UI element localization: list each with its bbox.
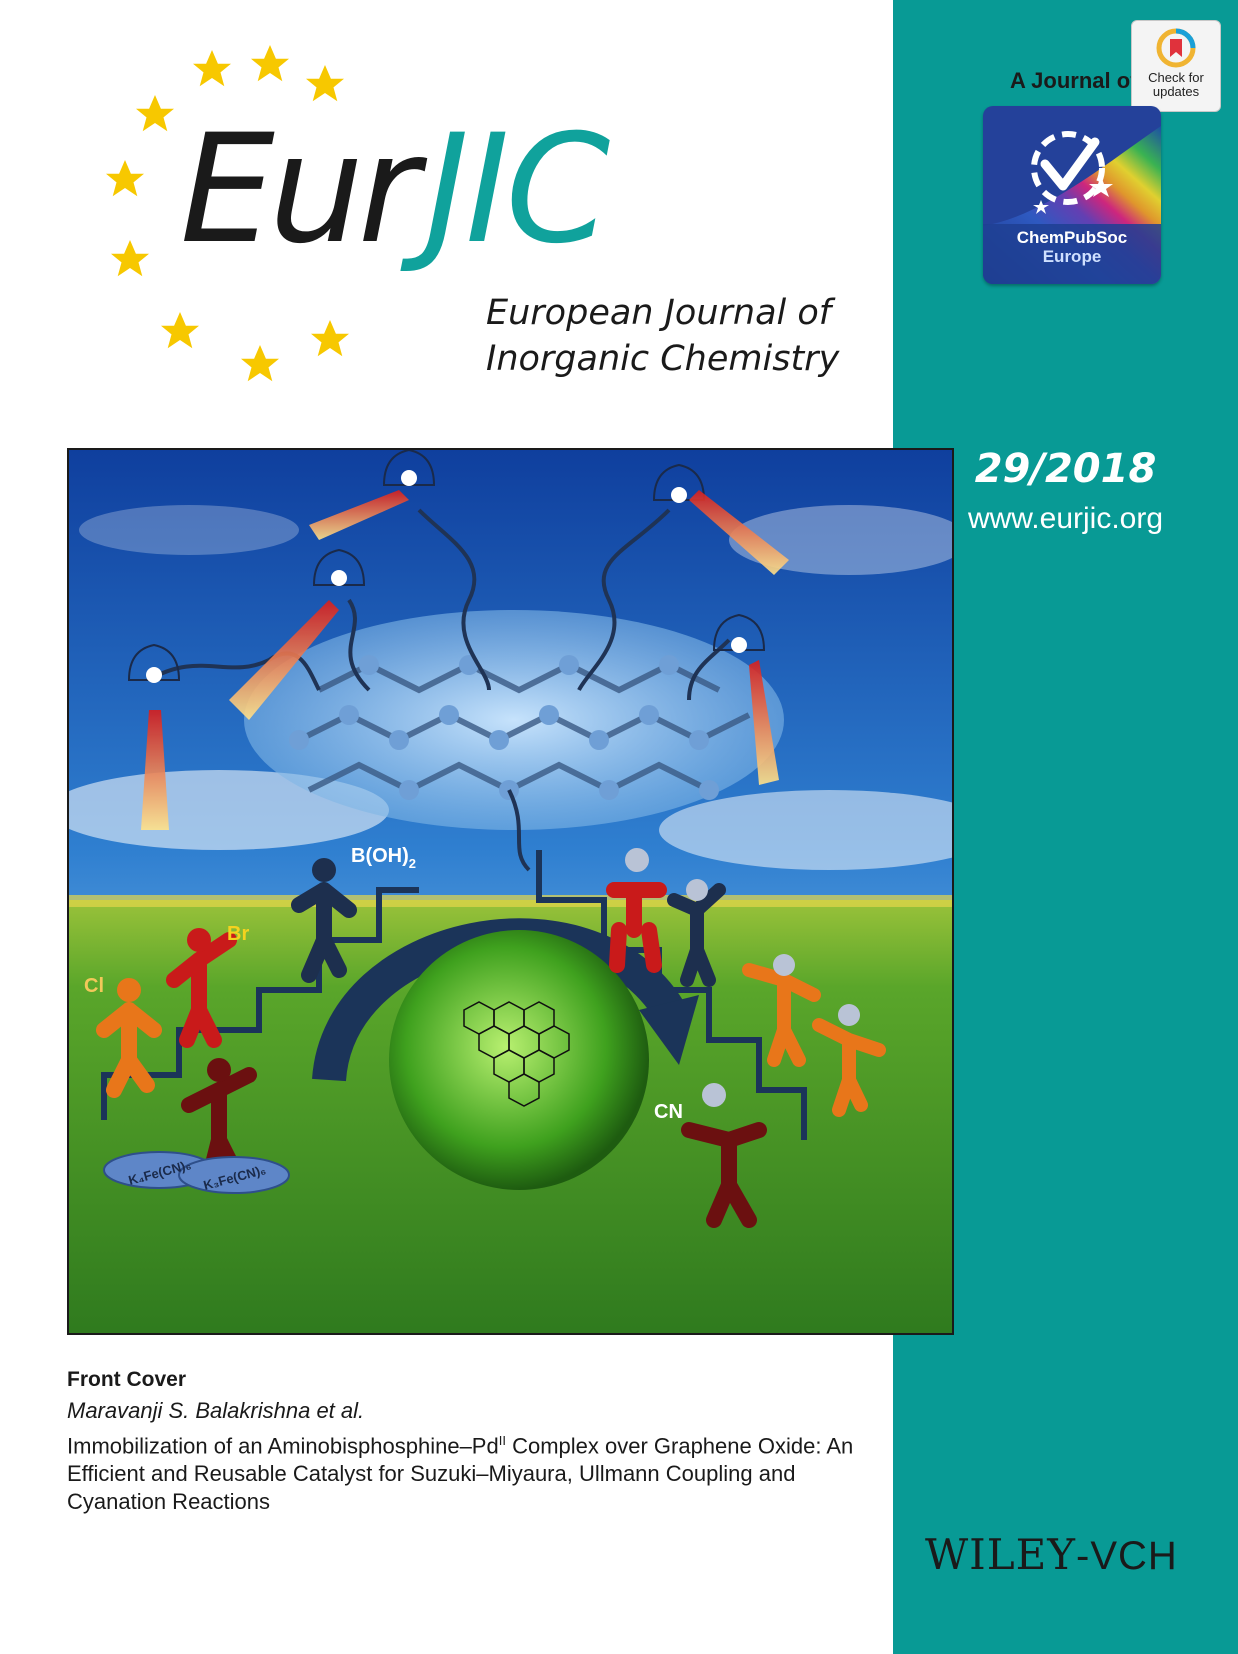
publisher-suffix: -VCH <box>1076 1534 1178 1578</box>
europe-label: Europe <box>1042 247 1102 266</box>
check-updates-line2: updates <box>1152 84 1200 99</box>
front-cover-heading: Front Cover <box>67 1368 187 1391</box>
cover-illustration: B(OH)2 Br Cl CN K₄Fe(CN)₆ K₃Fe(CN)₆ <box>67 448 954 1335</box>
logo-eur-text: Eur <box>180 103 420 277</box>
chempubsoc-logo-icon <box>983 106 1161 284</box>
bromo-label: Br <box>227 923 249 945</box>
publisher-name: WILEY <box>925 1530 1077 1579</box>
journal-website-link[interactable]: www.eurjic.org <box>967 502 1164 535</box>
issue-number: 29/2018 <box>974 446 1157 492</box>
check-updates-icon <box>1156 28 1196 68</box>
publisher-logo: WILEY-VCH <box>925 1530 1178 1579</box>
logo-jic-text: JIC <box>425 103 610 277</box>
article-authors: Maravanji S. Balakrishna et al. <box>67 1398 365 1423</box>
article-title-superscript: II <box>498 1433 506 1448</box>
check-for-updates-button[interactable]: Check for updates <box>1131 20 1221 112</box>
article-title-part2: Complex over Graphene Oxide: An Efficien… <box>67 1433 854 1515</box>
chempubsoc-europe-badge: ChemPubSoc Europe <box>983 106 1161 284</box>
cyano-label: CN <box>654 1101 683 1123</box>
boronic-acid-label: B(OH)2 <box>351 845 416 871</box>
journal-full-name: European Journal of Inorganic Chemistry <box>486 290 839 382</box>
article-title-part1: Immobilization of an Aminobisphosphine–P… <box>67 1433 499 1459</box>
a-journal-of-label: A Journal of <box>1010 68 1138 93</box>
journal-name-line1: European Journal of <box>486 293 832 333</box>
chloro-label: Cl <box>84 975 104 997</box>
journal-name-line2: Inorganic Chemistry <box>486 339 840 379</box>
article-title: Immobilization of an Aminobisphosphine–P… <box>67 1427 867 1516</box>
check-updates-line1: Check for <box>1148 70 1204 85</box>
chempubsoc-label: ChemPubSoc <box>1016 228 1128 247</box>
